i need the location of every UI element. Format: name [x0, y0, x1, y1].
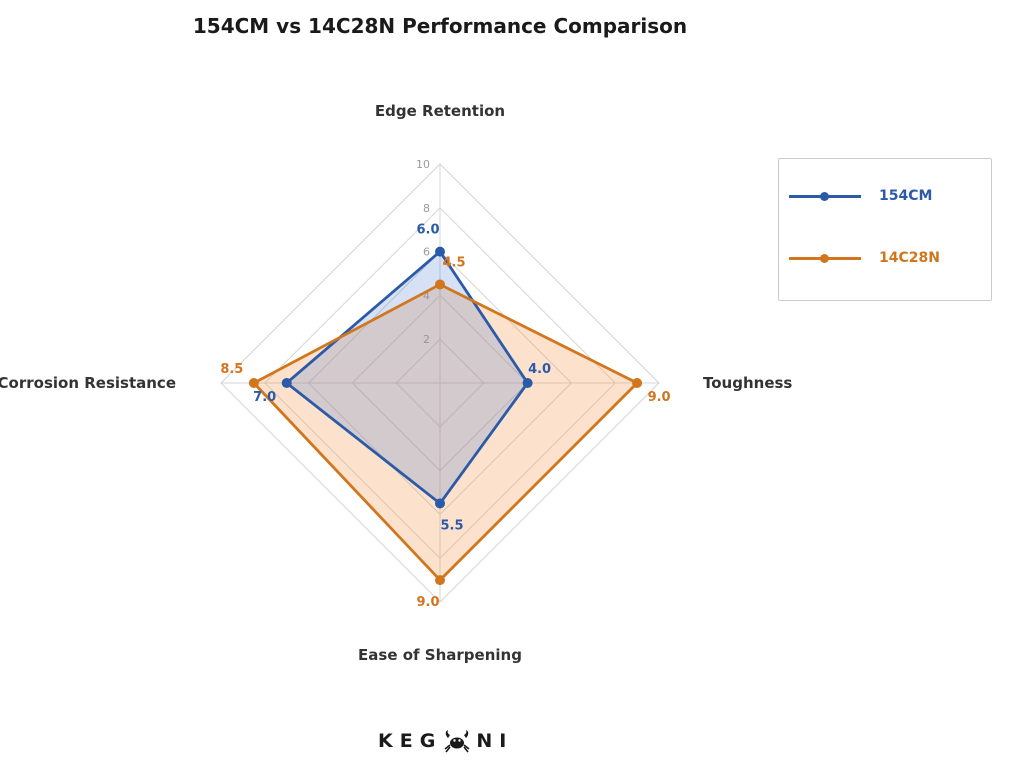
legend-item-14c28n[interactable]: 14C28N	[789, 248, 940, 268]
legend-label-154cm: 154CM	[879, 188, 933, 204]
data-point[interactable]	[435, 279, 445, 290]
brand-text-left: KEG	[378, 730, 443, 752]
tick-label: 4	[423, 289, 430, 302]
chart-legend: 154CM 14C28N	[778, 158, 992, 301]
data-label: 4.0	[528, 362, 551, 377]
axis-label: Corrosion Resistance	[0, 374, 176, 392]
legend-line-154cm	[789, 191, 861, 201]
crab-icon	[444, 730, 470, 753]
brand-logo: KEG NI	[378, 728, 513, 754]
data-label: 5.5	[440, 518, 463, 533]
legend-item-154cm[interactable]: 154CM	[789, 186, 932, 206]
data-label: 6.0	[416, 223, 439, 238]
axis-label: Toughness	[703, 374, 792, 392]
tick-label: 8	[423, 202, 430, 215]
legend-label-14c28n: 14C28N	[879, 250, 940, 266]
data-point[interactable]	[248, 378, 259, 388]
tick-label: 2	[423, 333, 430, 346]
axis-label: Edge Retention	[375, 102, 505, 120]
data-point[interactable]	[435, 575, 445, 586]
legend-marker-154cm	[820, 191, 829, 201]
data-label: 8.5	[220, 362, 243, 377]
tick-label: 6	[423, 246, 430, 259]
data-label: 9.0	[648, 390, 671, 405]
data-label: 7.0	[253, 390, 276, 405]
series-area	[253, 284, 638, 581]
data-point[interactable]	[522, 378, 533, 388]
radar-series	[248, 246, 643, 586]
data-point[interactable]	[435, 498, 445, 509]
legend-marker-14c28n	[820, 253, 829, 263]
brand-text-right: NI	[476, 730, 514, 752]
data-point[interactable]	[435, 246, 445, 257]
chart-title: 154CM vs 14C28N Performance Comparison	[192, 14, 688, 38]
data-label: 9.0	[416, 595, 439, 610]
data-point[interactable]	[281, 378, 292, 388]
axis-label: Ease of Sharpening	[358, 646, 522, 664]
data-label: 4.5	[442, 255, 465, 270]
data-point[interactable]	[632, 378, 643, 388]
radar-labels: 6.0 4.0 5.5 7.0 4.5 9.0 9.0 8.5 Edge Retention To…	[0, 102, 792, 664]
tick-label: 10	[416, 158, 430, 171]
radar-grid: 2 4 6 8 10	[220, 158, 660, 603]
legend-line-14c28n	[789, 253, 861, 263]
series-area	[286, 251, 528, 504]
